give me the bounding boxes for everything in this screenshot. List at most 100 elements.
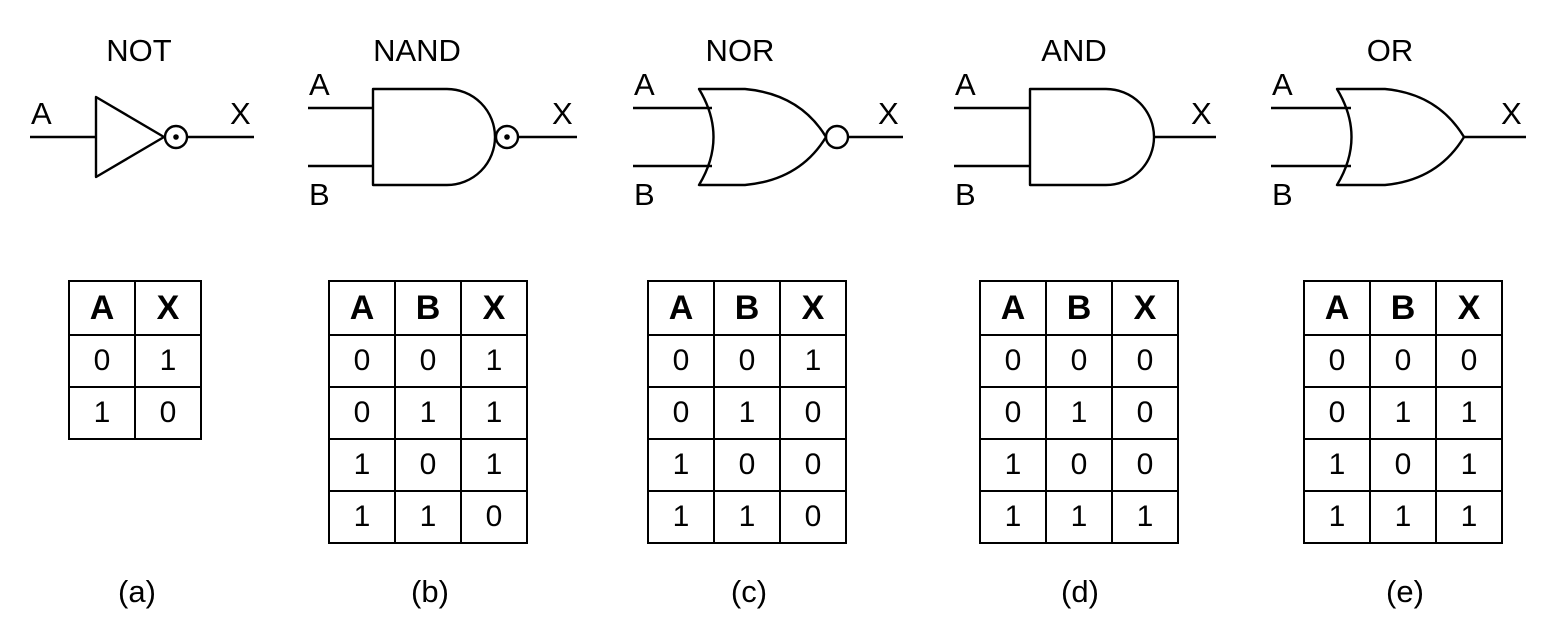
table-cell: 1 bbox=[1045, 386, 1113, 440]
table-cell: 1 bbox=[1111, 490, 1179, 544]
table-cell: 1 bbox=[713, 490, 781, 544]
table-cell: 1 bbox=[1369, 386, 1437, 440]
table-cell: 0 bbox=[647, 334, 715, 388]
nor-output-x-label: X bbox=[878, 96, 899, 131]
table-cell: 0 bbox=[1111, 438, 1179, 492]
table-cell: 1 bbox=[1435, 490, 1503, 544]
nand-output-x-label: X bbox=[552, 96, 573, 131]
table-row: 1 0 bbox=[68, 386, 202, 440]
table-cell: 1 bbox=[779, 334, 847, 388]
not-truth-table: A X 0 1 1 0 bbox=[68, 280, 202, 440]
table-cell: 0 bbox=[328, 386, 396, 440]
nor-caption: (c) bbox=[730, 574, 768, 609]
table-cell: 0 bbox=[779, 438, 847, 492]
table-cell: 0 bbox=[647, 386, 715, 440]
table-cell: 0 bbox=[328, 334, 396, 388]
table-cell: 0 bbox=[979, 386, 1047, 440]
table-cell: 1 bbox=[713, 386, 781, 440]
nand-bubble-dot bbox=[504, 134, 510, 140]
or-body bbox=[1335, 87, 1466, 187]
table-cell: 0 bbox=[779, 490, 847, 544]
table-cell: 0 bbox=[979, 334, 1047, 388]
and-input-b-label: B bbox=[955, 177, 976, 212]
or-input-b-label: B bbox=[1272, 177, 1293, 212]
and-input-a-label: A bbox=[955, 67, 976, 102]
not-input-a-label: A bbox=[31, 96, 52, 131]
table-cell: 1 bbox=[647, 490, 715, 544]
table-row: 1 0 0 bbox=[647, 438, 847, 492]
table-row: 0 1 bbox=[68, 334, 202, 388]
table-cell: 0 bbox=[1369, 334, 1437, 388]
table-cell: 0 bbox=[1045, 438, 1113, 492]
header-cell: X bbox=[1111, 280, 1179, 336]
table-row: 0 1 0 bbox=[979, 386, 1179, 440]
table-cell: 1 bbox=[460, 438, 528, 492]
not-triangle bbox=[94, 95, 166, 179]
table-cell: 0 bbox=[1111, 334, 1179, 388]
header-cell: X bbox=[460, 280, 528, 336]
table-cell: 0 bbox=[394, 438, 462, 492]
table-cell: 1 bbox=[328, 438, 396, 492]
table-cell: 0 bbox=[1435, 334, 1503, 388]
table-row: 0 1 1 bbox=[1303, 386, 1503, 440]
header-cell: A bbox=[979, 280, 1047, 336]
header-cell: A bbox=[1303, 280, 1371, 336]
table-header-row: A B X bbox=[979, 280, 1179, 336]
header-cell: A bbox=[328, 280, 396, 336]
table-cell: 1 bbox=[394, 386, 462, 440]
nand-caption: (b) bbox=[411, 574, 449, 609]
table-cell: 0 bbox=[1369, 438, 1437, 492]
nand-body bbox=[371, 87, 497, 187]
table-cell: 1 bbox=[1303, 438, 1371, 492]
table-cell: 1 bbox=[68, 386, 136, 440]
table-cell: 1 bbox=[979, 438, 1047, 492]
table-row: 0 0 1 bbox=[647, 334, 847, 388]
table-cell: 0 bbox=[460, 490, 528, 544]
table-cell: 1 bbox=[1369, 490, 1437, 544]
table-cell: 0 bbox=[68, 334, 136, 388]
table-row: 1 0 1 bbox=[328, 438, 528, 492]
table-cell: 1 bbox=[979, 490, 1047, 544]
table-cell: 1 bbox=[1045, 490, 1113, 544]
table-row: 1 1 1 bbox=[1303, 490, 1503, 544]
table-cell: 0 bbox=[713, 438, 781, 492]
table-cell: 1 bbox=[1303, 490, 1371, 544]
nand-gate-title: NAND bbox=[373, 33, 461, 68]
header-cell: A bbox=[647, 280, 715, 336]
and-gate-symbol: A B X bbox=[954, 67, 1216, 212]
and-truth-table: A B X 0 0 0 0 1 0 1 0 0 1 1 1 bbox=[979, 280, 1179, 544]
table-header-row: A X bbox=[68, 280, 202, 336]
nor-body bbox=[697, 87, 828, 187]
nand-input-b-label: B bbox=[309, 177, 330, 212]
header-cell: B bbox=[394, 280, 462, 336]
table-cell: 1 bbox=[647, 438, 715, 492]
or-output-x-label: X bbox=[1501, 96, 1522, 131]
table-cell: 1 bbox=[134, 334, 202, 388]
nand-gate-symbol: A B X bbox=[308, 67, 577, 212]
and-caption: (d) bbox=[1061, 574, 1099, 609]
table-header-row: A B X bbox=[647, 280, 847, 336]
table-cell: 0 bbox=[1111, 386, 1179, 440]
not-bubble-dot bbox=[173, 134, 179, 140]
and-gate-title: AND bbox=[1041, 33, 1107, 68]
table-cell: 0 bbox=[394, 334, 462, 388]
table-header-row: A B X bbox=[328, 280, 528, 336]
not-caption: (a) bbox=[118, 574, 156, 609]
nand-input-a-label: A bbox=[309, 67, 330, 102]
or-caption: (e) bbox=[1386, 574, 1424, 609]
header-cell: A bbox=[68, 280, 136, 336]
table-row: 1 1 0 bbox=[328, 490, 528, 544]
nor-inversion-bubble bbox=[824, 124, 850, 150]
table-cell: 0 bbox=[713, 334, 781, 388]
table-row: 1 1 0 bbox=[647, 490, 847, 544]
or-gate-symbol: A B X bbox=[1271, 67, 1526, 212]
table-row: 0 0 0 bbox=[979, 334, 1179, 388]
table-cell: 1 bbox=[460, 334, 528, 388]
table-cell: 1 bbox=[394, 490, 462, 544]
header-cell: B bbox=[1045, 280, 1113, 336]
or-gate-title: OR bbox=[1366, 33, 1414, 68]
table-cell: 1 bbox=[460, 386, 528, 440]
nor-gate-title: NOR bbox=[705, 33, 775, 68]
nor-input-a-label: A bbox=[634, 67, 655, 102]
